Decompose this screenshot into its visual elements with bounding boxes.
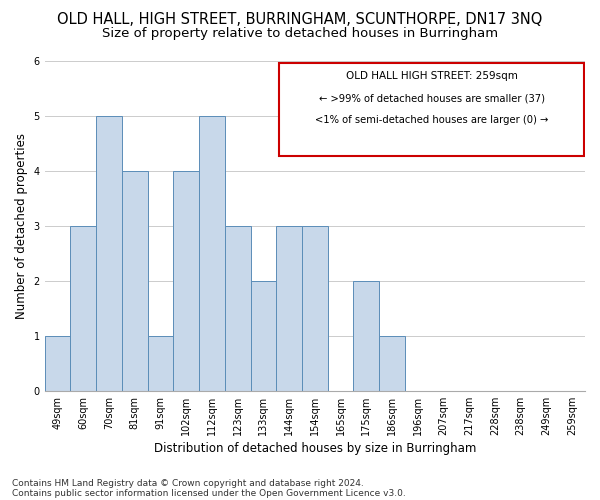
Text: OLD HALL, HIGH STREET, BURRINGHAM, SCUNTHORPE, DN17 3NQ: OLD HALL, HIGH STREET, BURRINGHAM, SCUNT… (58, 12, 542, 28)
Bar (173, 172, 199, 391)
Bar (122, 172, 148, 391)
Text: Contains public sector information licensed under the Open Government Licence v3: Contains public sector information licen… (12, 488, 406, 498)
X-axis label: Distribution of detached houses by size in Burringham: Distribution of detached houses by size … (154, 442, 476, 455)
Bar (379, 336, 405, 391)
Text: Size of property relative to detached houses in Burringham: Size of property relative to detached ho… (102, 28, 498, 40)
Bar (199, 116, 225, 391)
Bar (276, 226, 302, 391)
Bar (251, 281, 276, 391)
Text: Contains HM Land Registry data © Crown copyright and database right 2024.: Contains HM Land Registry data © Crown c… (12, 478, 364, 488)
Bar (70, 226, 96, 391)
Bar (148, 336, 173, 391)
Text: OLD HALL HIGH STREET: 259sqm: OLD HALL HIGH STREET: 259sqm (346, 72, 518, 82)
Bar (96, 116, 122, 391)
Y-axis label: Number of detached properties: Number of detached properties (15, 133, 28, 319)
Bar (225, 226, 251, 391)
Bar (302, 226, 328, 391)
Text: <1% of semi-detached houses are larger (0) →: <1% of semi-detached houses are larger (… (315, 116, 548, 126)
FancyBboxPatch shape (279, 62, 584, 156)
Bar (44, 336, 70, 391)
Text: ← >99% of detached houses are smaller (37): ← >99% of detached houses are smaller (3… (319, 94, 545, 104)
Bar (353, 281, 379, 391)
